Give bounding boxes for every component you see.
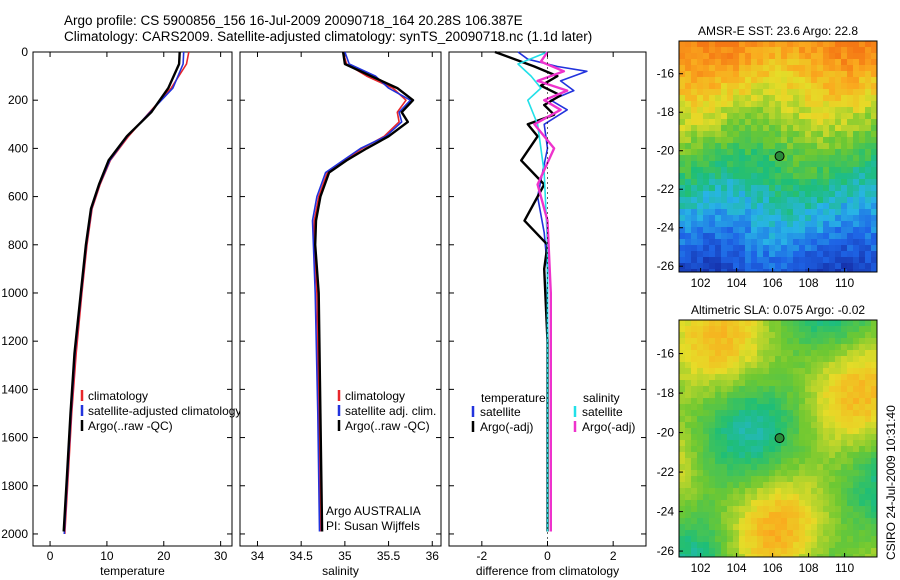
y-tick-label: 800	[8, 238, 28, 252]
legend-label: Argo(-adj)	[480, 420, 533, 434]
map-x-tick-label: 106	[763, 561, 783, 575]
argo-float-marker	[774, 433, 785, 444]
legend-label: satellite adj. clim.	[345, 404, 436, 418]
profile-panel-1: 0 10 20 30 0 200 400 600 800 1000 1200 1400 1600 1800…	[1, 45, 241, 578]
legend-label: Argo(..raw -QC)	[345, 419, 430, 433]
legend-label: climatology	[88, 389, 148, 403]
legend-label: climatology	[345, 389, 405, 403]
x-tick-label: 20	[157, 549, 171, 563]
legend-label: Argo(..raw -QC)	[88, 419, 173, 433]
x-tick-label: 34	[251, 549, 265, 563]
x-axis-label: temperature	[100, 564, 165, 578]
y-tick-label: 1800	[1, 479, 28, 493]
map-y-tick-label: -18	[657, 105, 675, 119]
sst-map-panel: 102 104 106 108 110 -16 -18 -20 -22 -24 -26 AMSR-E …	[657, 24, 878, 290]
panel-frame	[239, 51, 442, 547]
map-y-tick-label: -24	[657, 221, 675, 235]
legend-label: Argo(-adj)	[582, 420, 635, 434]
map-title: AMSR-E SST: 23.6 Argo: 22.8	[698, 24, 858, 38]
series-line-4	[533, 51, 569, 532]
y-tick-label: 2000	[1, 527, 28, 541]
x-tick-label: 0	[47, 549, 54, 563]
x-axis-label: salinity	[322, 564, 359, 578]
profile-panel-2: 34 34.5 35 35.5 36 salinity climatologysatelli…	[239, 51, 442, 578]
x-tick-label: 10	[100, 549, 114, 563]
map-frame	[678, 40, 878, 273]
map-x-tick-label: 110	[835, 276, 854, 290]
sla-map-panel: 102 104 106 108 110 -16 -18 -20 -22 -24 -26 Altimet…	[657, 303, 878, 575]
x-tick-label: -2	[476, 549, 487, 563]
map-y-tick-label: -20	[657, 144, 675, 158]
y-tick-label: 1600	[1, 431, 28, 445]
note-pi-name: PI: Susan Wijffels	[326, 519, 420, 533]
y-tick-label: 1000	[1, 286, 28, 300]
x-tick-label: 2	[610, 549, 617, 563]
x-tick-label: 36	[426, 549, 440, 563]
figure-title-line2: Climatology: CARS2009. Satellite-adjuste…	[64, 29, 593, 44]
map-x-tick-label: 108	[799, 561, 819, 575]
map-x-tick-label: 110	[835, 561, 854, 575]
map-title: Altimetric SLA: 0.075 Argo: -0.02	[691, 303, 865, 317]
y-tick-label: 200	[8, 93, 28, 107]
map-y-tick-label: -24	[657, 505, 675, 519]
note-argo-australia: Argo AUSTRALIA	[326, 504, 421, 518]
map-y-tick-label: -22	[657, 182, 675, 196]
y-tick-label: 1200	[1, 334, 28, 348]
x-tick-label: 0	[544, 549, 551, 563]
map-y-tick-label: -26	[657, 259, 675, 273]
series-line-3	[62, 51, 181, 532]
series-line-2	[311, 51, 412, 532]
map-y-tick-label: -22	[657, 465, 675, 479]
y-tick-label: 1400	[1, 382, 28, 396]
map-frame	[678, 319, 878, 558]
map-y-tick-label: -16	[657, 347, 675, 361]
x-axis-label: difference from climatology	[476, 564, 619, 578]
y-tick-label: 0	[21, 45, 28, 59]
x-tick-label: 35.5	[377, 549, 401, 563]
series-line-3	[314, 51, 415, 532]
csiro-timestamp: CSIRO 24-Jul-2009 10:31:40	[884, 405, 898, 560]
map-x-tick-label: 102	[691, 561, 711, 575]
y-tick-label: 400	[8, 141, 28, 155]
map-field	[679, 41, 877, 272]
y-tick-label: 600	[8, 190, 28, 204]
map-x-tick-label: 104	[727, 276, 747, 290]
legend-label: satellite	[582, 405, 623, 419]
map-x-tick-label: 108	[799, 276, 819, 290]
legend-header-temperature: temperature	[481, 391, 546, 405]
argo-float-marker	[774, 151, 785, 162]
map-y-tick-label: -18	[657, 386, 675, 400]
series-line-2	[494, 50, 562, 532]
map-field	[679, 320, 877, 557]
map-x-tick-label: 102	[691, 276, 711, 290]
legend-header-salinity: salinity	[583, 391, 620, 405]
map-x-tick-label: 104	[727, 561, 747, 575]
map-y-tick-label: -16	[657, 67, 675, 81]
panel-frame	[32, 51, 233, 547]
x-tick-label: 30	[214, 549, 228, 563]
figure-title-line1: Argo profile: CS 5900856_156 16-Jul-2009…	[64, 13, 523, 28]
map-y-tick-label: -20	[657, 426, 675, 440]
x-tick-label: 35	[338, 549, 352, 563]
legend-label: satellite	[480, 405, 521, 419]
legend-label: satellite-adjusted climatology	[88, 404, 241, 418]
x-tick-label: 34.5	[289, 549, 313, 563]
map-x-tick-label: 106	[763, 276, 783, 290]
map-y-tick-label: -26	[657, 544, 675, 558]
